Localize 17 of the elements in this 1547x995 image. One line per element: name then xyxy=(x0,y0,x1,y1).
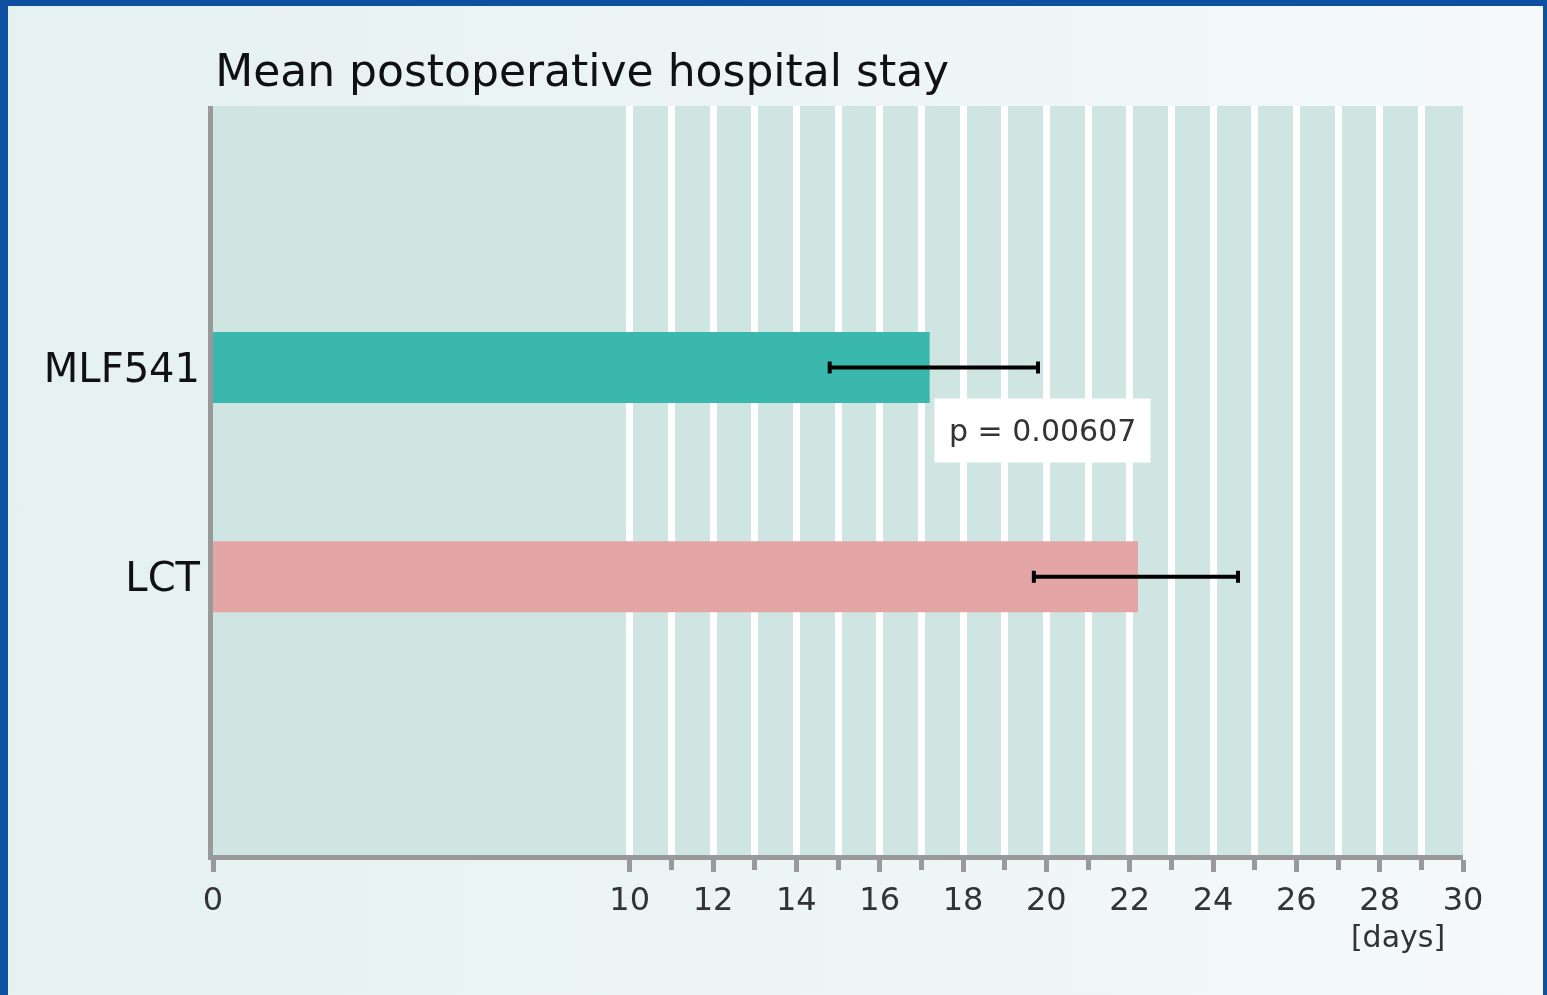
x-tick-label: 22 xyxy=(1109,880,1151,919)
y-tick-label: LCT xyxy=(125,553,201,600)
x-axis-title: [days] xyxy=(1350,918,1446,954)
x-tick-label: 16 xyxy=(859,880,901,919)
x-tick-label: 30 xyxy=(1442,880,1484,919)
chart-title: Mean postoperative hospital stay xyxy=(215,45,950,97)
y-tick-label: MLF541 xyxy=(43,344,200,391)
x-tick-label: 26 xyxy=(1275,880,1317,919)
x-tick-label: 12 xyxy=(692,880,734,919)
x-tick-label: 28 xyxy=(1359,880,1401,919)
x-tick-label: 20 xyxy=(1025,880,1067,919)
x-tick-label: 0 xyxy=(202,880,224,919)
x-tick-label: 10 xyxy=(609,880,651,919)
annotation: p = 0.00607 xyxy=(949,413,1137,448)
x-tick-label: 18 xyxy=(942,880,984,919)
x-tick-label: 24 xyxy=(1192,880,1234,919)
x-tick-label: 14 xyxy=(775,880,817,919)
